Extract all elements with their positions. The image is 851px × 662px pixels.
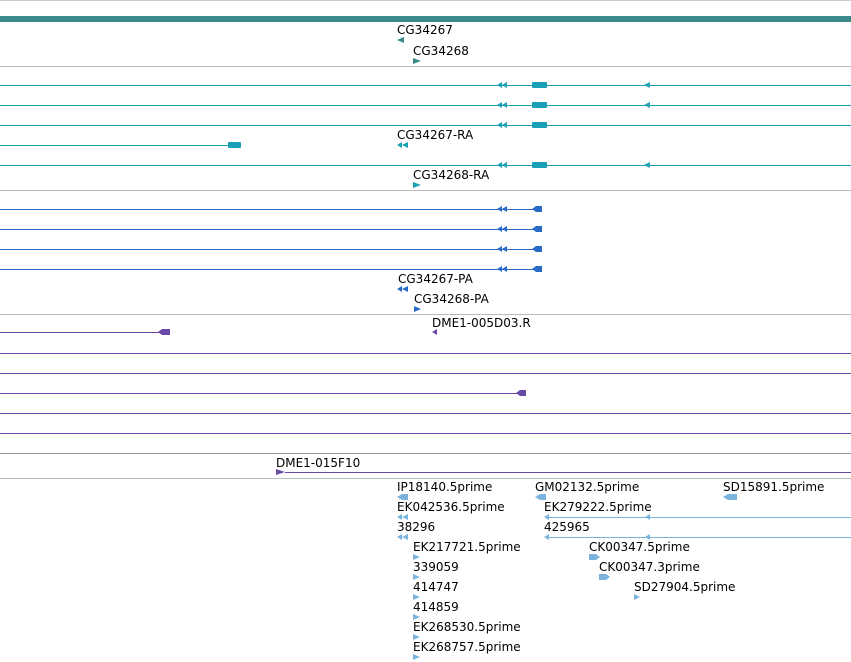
- protein-exon[interactable]: [497, 226, 502, 232]
- protein-exon[interactable]: [532, 246, 542, 252]
- est-feature[interactable]: [544, 514, 549, 520]
- est-label[interactable]: SD27904.5prime: [634, 580, 735, 594]
- est-feature[interactable]: [413, 574, 420, 580]
- est-feature[interactable]: [397, 534, 402, 540]
- transcript-exon[interactable]: [532, 102, 547, 108]
- transcript-exon[interactable]: [497, 102, 502, 108]
- transcript-exon[interactable]: [644, 82, 650, 88]
- transcript-exon[interactable]: [228, 142, 241, 148]
- transcript-exon[interactable]: [397, 142, 402, 148]
- est-feature[interactable]: [599, 574, 610, 580]
- transcript-exon[interactable]: [497, 82, 502, 88]
- gene-label-cg34268[interactable]: CG34268: [413, 44, 469, 58]
- est-label[interactable]: 414747: [413, 580, 459, 594]
- est-label[interactable]: 339059: [413, 560, 459, 574]
- clone-feature[interactable]: [158, 329, 170, 335]
- est-label[interactable]: 414859: [413, 600, 459, 614]
- clone-feature[interactable]: [432, 329, 437, 335]
- transcript-exon[interactable]: [497, 122, 502, 128]
- est-label[interactable]: IP18140.5prime: [397, 480, 492, 494]
- est-label[interactable]: EK279222.5prime: [544, 500, 652, 514]
- protein-exon[interactable]: [497, 206, 502, 212]
- protein-exon[interactable]: [414, 306, 421, 312]
- protein-exon[interactable]: [502, 226, 507, 232]
- transcript-exon[interactable]: [497, 162, 502, 168]
- clone-feature[interactable]: [516, 390, 526, 396]
- protein-exon[interactable]: [497, 246, 502, 252]
- est-feature[interactable]: [402, 534, 408, 540]
- protein-label-cg34267-pa[interactable]: CG34267-PA: [398, 272, 474, 286]
- transcript-exon[interactable]: [644, 162, 650, 168]
- protein-label-cg34268-pa[interactable]: CG34268-PA: [414, 292, 490, 306]
- est-feature[interactable]: [723, 494, 737, 500]
- gene-feature-cg34267[interactable]: [397, 37, 404, 43]
- est-feature[interactable]: [413, 654, 420, 660]
- transcript-label-cg34267-ra[interactable]: CG34267-RA: [397, 128, 474, 142]
- est-feature[interactable]: [589, 554, 600, 560]
- protein-exon[interactable]: [502, 266, 507, 272]
- transcript-exon[interactable]: [644, 102, 650, 108]
- clone-track: DME1-005D03.R DME1-015F10: [0, 316, 851, 479]
- est-label[interactable]: EK217721.5prime: [413, 540, 521, 554]
- est-feature[interactable]: [535, 494, 546, 500]
- transcript-exon[interactable]: [502, 122, 507, 128]
- est-feature[interactable]: [402, 514, 408, 520]
- top-bar: [0, 16, 851, 22]
- clone-label-dme1-015f10[interactable]: DME1-015F10: [276, 456, 360, 470]
- est-label[interactable]: SD15891.5prime: [723, 480, 824, 494]
- gene-track: CG34267 CG34268: [0, 23, 851, 67]
- transcript-label-cg34268-ra[interactable]: CG34268-RA: [413, 168, 490, 182]
- protein-exon[interactable]: [532, 226, 542, 232]
- est-feature[interactable]: [645, 514, 650, 520]
- protein-exon[interactable]: [532, 266, 542, 272]
- protein-exon[interactable]: [497, 266, 502, 272]
- est-feature[interactable]: [397, 514, 402, 520]
- transcript-exon[interactable]: [502, 162, 507, 168]
- protein-exon[interactable]: [502, 206, 507, 212]
- est-label[interactable]: CK00347.5prime: [589, 540, 690, 554]
- protein-track: CG34267-PA CG34268-PA: [0, 206, 851, 315]
- est-label[interactable]: CK00347.3prime: [599, 560, 700, 574]
- est-feature[interactable]: [397, 494, 408, 500]
- protein-exon[interactable]: [532, 206, 542, 212]
- est-feature[interactable]: [413, 594, 420, 600]
- est-feature[interactable]: [413, 614, 420, 620]
- est-label[interactable]: EK268530.5prime: [413, 620, 521, 634]
- gene-feature-cg34268[interactable]: [413, 58, 421, 64]
- est-feature[interactable]: [413, 634, 420, 640]
- protein-exon[interactable]: [397, 286, 402, 292]
- transcript-exon[interactable]: [532, 162, 547, 168]
- est-label[interactable]: EK268757.5prime: [413, 640, 521, 654]
- transcript-exon[interactable]: [502, 82, 507, 88]
- transcript-exon[interactable]: [532, 82, 547, 88]
- protein-exon[interactable]: [502, 246, 507, 252]
- gene-label-cg34267[interactable]: CG34267: [397, 23, 453, 37]
- transcript-track: CG34267-RA CG34268-RA: [0, 82, 851, 191]
- est-feature[interactable]: [634, 594, 640, 600]
- est-track: IP18140.5prime EK042536.5prime 38296 EK2…: [397, 480, 851, 660]
- clone-feature[interactable]: [276, 469, 285, 475]
- transcript-exon[interactable]: [502, 102, 507, 108]
- est-feature[interactable]: [413, 554, 420, 560]
- est-label[interactable]: 425965: [544, 520, 590, 534]
- transcript-exon[interactable]: [413, 182, 421, 188]
- est-label[interactable]: 38296: [397, 520, 435, 534]
- est-feature[interactable]: [645, 534, 650, 540]
- protein-exon[interactable]: [402, 286, 408, 292]
- est-label[interactable]: EK042536.5prime: [397, 500, 505, 514]
- transcript-exon[interactable]: [402, 142, 408, 148]
- transcript-exon[interactable]: [532, 122, 547, 128]
- est-label[interactable]: GM02132.5prime: [535, 480, 639, 494]
- est-feature[interactable]: [544, 534, 549, 540]
- clone-label-dme1-005d03-r[interactable]: DME1-005D03.R: [432, 316, 531, 330]
